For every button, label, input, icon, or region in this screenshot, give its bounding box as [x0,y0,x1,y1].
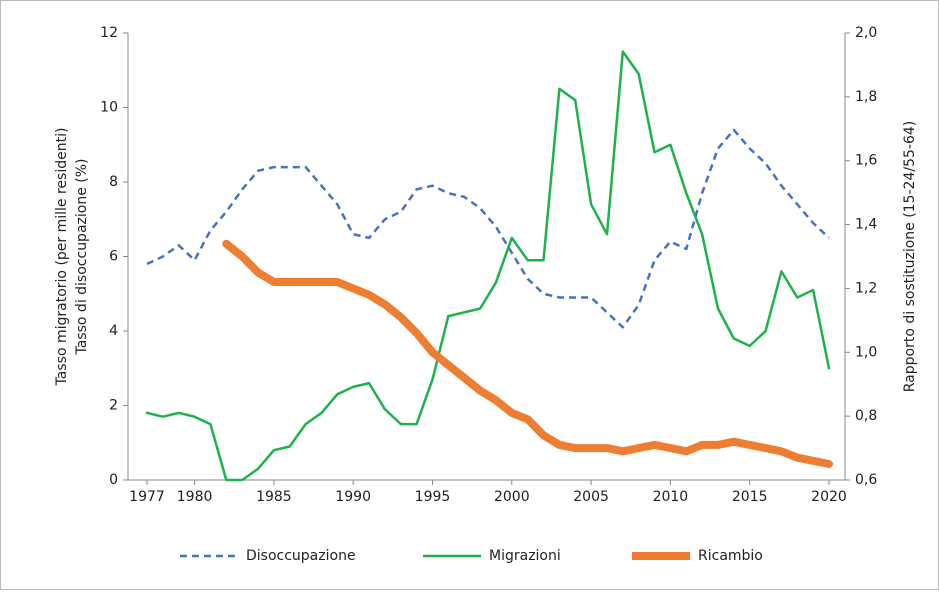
x-tick-label: 1980 [177,489,213,505]
y-axis-title: Tasso di disoccupazione (%) [74,159,90,356]
y-tick-label: 0 [109,472,118,488]
legend-label: Ricambio [698,548,763,564]
y-tick-label: 10 [100,100,118,116]
y-tick-label: 6 [109,249,118,265]
y-axis-title: Tasso migratorio (per mille residenti) [54,128,70,387]
series-line [146,128,830,329]
x-tick-label: 1995 [415,489,451,505]
y2-axis-title: Rapporto di sostituzione (15-24/55-64) [902,121,918,392]
series-line [145,50,831,482]
x-tick-label: 2010 [653,489,689,505]
legend-label: Disoccupazione [246,548,356,564]
x-tick-label: 2000 [494,489,530,505]
y-tick-label: 8 [109,174,118,190]
y2-tick-label: 0,8 [855,408,877,424]
y-tick-label: 12 [100,25,118,41]
y2-tick-label: 1,6 [855,153,877,169]
x-tick-label: 1977 [129,489,165,505]
x-tick-label: 1985 [256,489,292,505]
y-tick-label: 2 [109,398,118,414]
y2-tick-label: 0,6 [855,472,877,488]
series-line [222,239,833,468]
x-tick-label: 1990 [335,489,371,505]
y2-tick-label: 1,0 [855,344,877,360]
x-tick-label: 2020 [811,489,847,505]
y2-tick-label: 1,8 [855,89,877,105]
y2-tick-label: 2,0 [855,25,877,41]
y2-tick-label: 1,2 [855,280,877,296]
x-tick-label: 2005 [573,489,609,505]
y2-tick-label: 1,4 [855,217,877,233]
y-tick-label: 4 [109,323,118,339]
legend-label: Migrazioni [489,548,561,564]
x-tick-label: 2015 [732,489,768,505]
